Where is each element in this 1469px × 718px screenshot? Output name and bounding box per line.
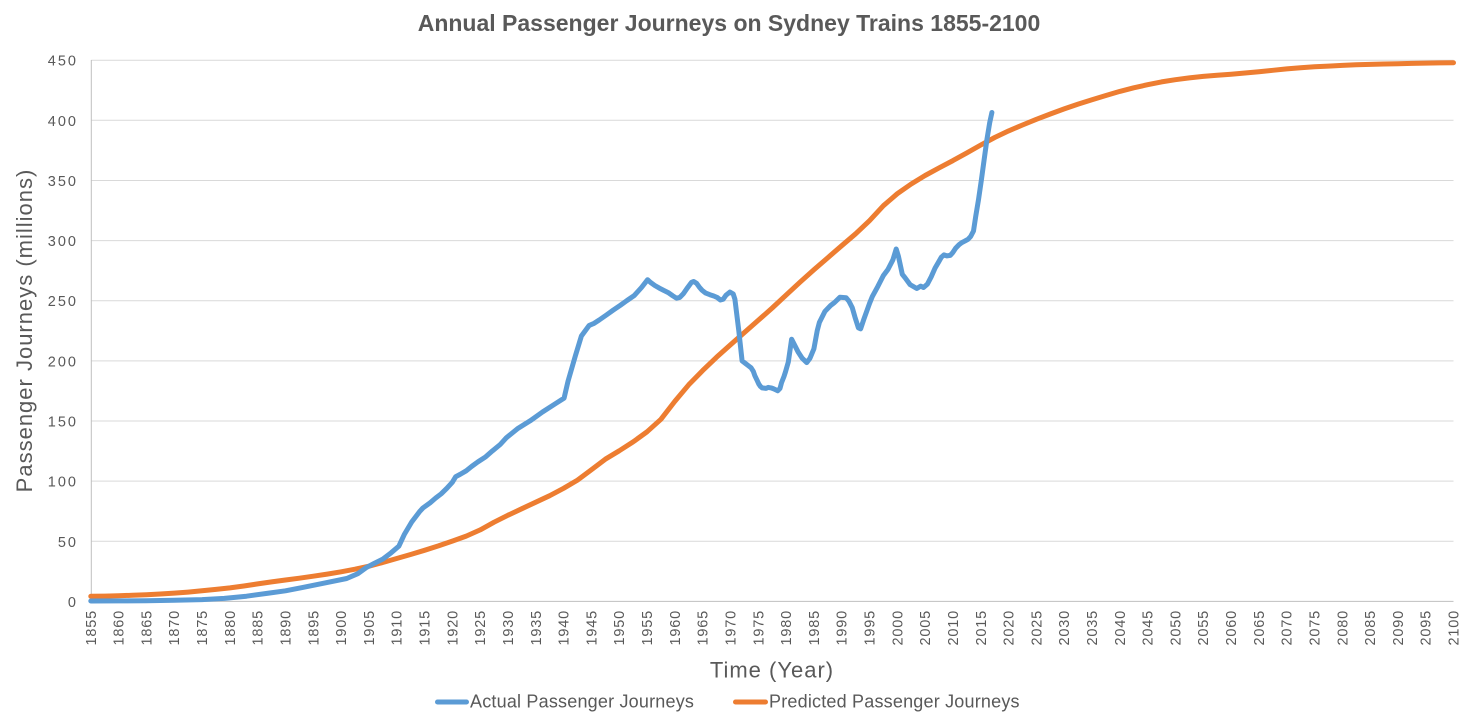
svg-text:2090: 2090 (1391, 610, 1407, 645)
svg-text:1960: 1960 (668, 610, 684, 645)
svg-text:Actual Passenger Journeys: Actual Passenger Journeys (470, 692, 694, 712)
svg-text:1985: 1985 (807, 610, 823, 645)
svg-text:2035: 2035 (1085, 610, 1101, 645)
svg-text:2050: 2050 (1168, 610, 1184, 645)
svg-text:1920: 1920 (445, 610, 461, 645)
svg-text:2015: 2015 (974, 610, 990, 645)
svg-text:1915: 1915 (418, 610, 434, 645)
svg-text:1925: 1925 (473, 610, 489, 645)
svg-text:1995: 1995 (863, 610, 879, 645)
svg-text:1980: 1980 (779, 610, 795, 645)
svg-text:Annual Passenger Journeys on S: Annual Passenger Journeys on Sydney Trai… (418, 10, 1041, 36)
svg-text:400: 400 (48, 114, 78, 130)
svg-text:2070: 2070 (1280, 610, 1296, 645)
svg-text:150: 150 (48, 415, 78, 431)
svg-text:1890: 1890 (279, 610, 295, 645)
svg-text:350: 350 (48, 174, 78, 190)
svg-text:Time (Year): Time (Year) (710, 658, 834, 683)
svg-text:50: 50 (58, 535, 78, 551)
svg-text:1875: 1875 (195, 610, 211, 645)
svg-text:0: 0 (68, 595, 78, 611)
svg-text:1935: 1935 (529, 610, 545, 645)
svg-text:250: 250 (48, 294, 78, 310)
svg-text:2000: 2000 (890, 610, 906, 645)
svg-text:2030: 2030 (1057, 610, 1073, 645)
svg-text:2095: 2095 (1419, 610, 1435, 645)
svg-text:1990: 1990 (835, 610, 851, 645)
svg-text:1940: 1940 (557, 610, 573, 645)
svg-text:1885: 1885 (251, 610, 267, 645)
svg-text:2080: 2080 (1335, 610, 1351, 645)
svg-text:300: 300 (48, 234, 78, 250)
svg-text:2045: 2045 (1141, 610, 1157, 645)
svg-text:1870: 1870 (167, 610, 183, 645)
svg-text:1900: 1900 (334, 610, 350, 645)
svg-text:2100: 2100 (1447, 610, 1463, 645)
svg-text:2075: 2075 (1308, 610, 1324, 645)
svg-text:100: 100 (48, 475, 78, 491)
svg-text:1955: 1955 (640, 610, 656, 645)
svg-text:Predicted Passenger Journeys: Predicted Passenger Journeys (769, 692, 1020, 712)
svg-text:2040: 2040 (1113, 610, 1129, 645)
svg-text:1905: 1905 (362, 610, 378, 645)
svg-text:1860: 1860 (112, 610, 128, 645)
svg-text:1970: 1970 (724, 610, 740, 645)
svg-text:1975: 1975 (751, 610, 767, 645)
svg-text:1930: 1930 (501, 610, 517, 645)
svg-text:450: 450 (48, 54, 78, 70)
svg-text:2055: 2055 (1196, 610, 1212, 645)
svg-text:1855: 1855 (84, 610, 100, 645)
svg-text:2065: 2065 (1252, 610, 1268, 645)
svg-text:2010: 2010 (946, 610, 962, 645)
svg-text:200: 200 (48, 354, 78, 370)
svg-text:2005: 2005 (918, 610, 934, 645)
svg-text:1965: 1965 (696, 610, 712, 645)
svg-text:2085: 2085 (1363, 610, 1379, 645)
svg-text:1945: 1945 (584, 610, 600, 645)
svg-text:Passenger Journeys (millions): Passenger Journeys (millions) (12, 169, 37, 493)
svg-text:2025: 2025 (1029, 610, 1045, 645)
svg-text:1950: 1950 (612, 610, 628, 645)
svg-text:1880: 1880 (223, 610, 239, 645)
svg-text:1910: 1910 (390, 610, 406, 645)
svg-text:1895: 1895 (306, 610, 322, 645)
svg-text:1865: 1865 (139, 610, 155, 645)
svg-text:2020: 2020 (1002, 610, 1018, 645)
svg-text:2060: 2060 (1224, 610, 1240, 645)
